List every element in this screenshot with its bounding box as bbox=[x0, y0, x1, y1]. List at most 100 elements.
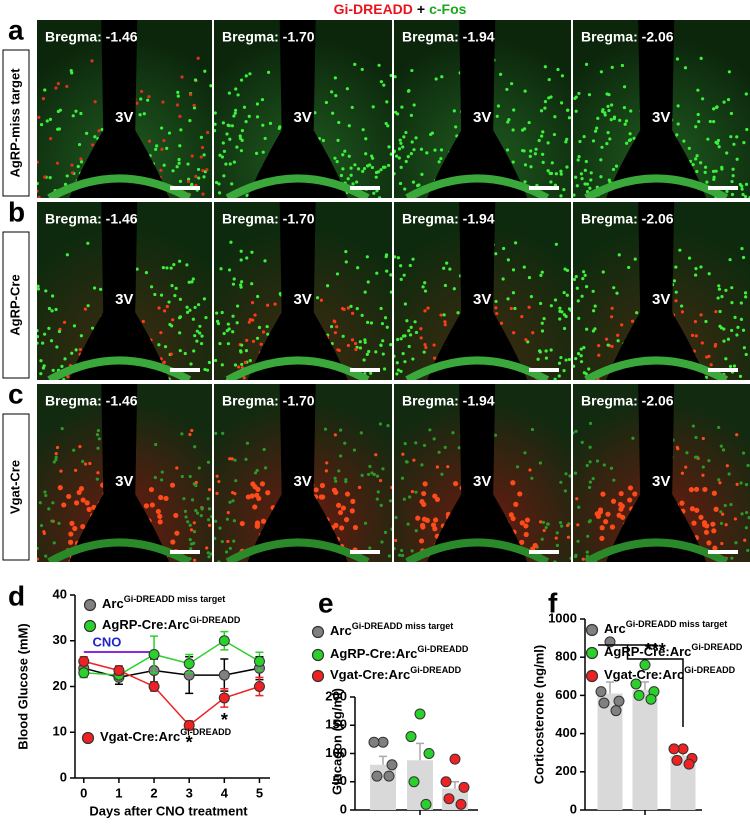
cell bbox=[226, 342, 231, 346]
cell bbox=[93, 135, 97, 139]
data-point bbox=[598, 697, 610, 709]
cell bbox=[735, 157, 739, 161]
cell bbox=[37, 189, 39, 193]
cell bbox=[557, 374, 561, 378]
cell bbox=[48, 176, 52, 180]
cell bbox=[337, 120, 341, 125]
cell bbox=[402, 135, 406, 139]
cell bbox=[239, 258, 243, 262]
y-tick-label: 600 bbox=[555, 687, 577, 702]
cell bbox=[319, 298, 324, 302]
cell bbox=[742, 346, 746, 350]
cell bbox=[157, 306, 161, 310]
cell bbox=[158, 494, 164, 501]
cell bbox=[361, 128, 365, 132]
cell bbox=[171, 169, 175, 173]
cell bbox=[167, 300, 171, 304]
row-label-box bbox=[2, 49, 30, 197]
cell bbox=[76, 489, 82, 496]
cell bbox=[37, 284, 40, 288]
cell bbox=[52, 460, 56, 464]
median-eminence bbox=[584, 356, 729, 380]
scale-bar bbox=[708, 186, 738, 190]
cell bbox=[607, 108, 611, 113]
cell bbox=[375, 497, 379, 501]
cell bbox=[61, 502, 67, 508]
cell bbox=[224, 162, 228, 166]
cell bbox=[676, 104, 680, 108]
cell bbox=[41, 341, 45, 345]
cell bbox=[233, 363, 238, 367]
cell bbox=[191, 277, 195, 281]
cell bbox=[386, 124, 390, 128]
cell bbox=[160, 478, 164, 482]
cell bbox=[323, 427, 328, 431]
cell bbox=[196, 167, 201, 172]
cell bbox=[37, 329, 39, 333]
cell bbox=[79, 157, 83, 161]
header: Gi-DREADD + c-Fos bbox=[334, 1, 467, 17]
ventricle bbox=[606, 202, 707, 380]
cell bbox=[266, 303, 270, 307]
cell bbox=[39, 372, 43, 376]
cell bbox=[435, 465, 439, 469]
cell bbox=[66, 375, 70, 379]
cell bbox=[41, 97, 46, 101]
cell bbox=[325, 461, 329, 465]
cell bbox=[719, 444, 723, 448]
cell bbox=[739, 317, 744, 321]
cell bbox=[186, 162, 190, 166]
cell bbox=[141, 319, 145, 324]
cell bbox=[319, 482, 326, 489]
cell bbox=[529, 149, 533, 153]
cell bbox=[725, 464, 729, 468]
cell bbox=[97, 129, 101, 133]
legend-name: Vgat-Cre:Arc bbox=[604, 667, 684, 682]
cell bbox=[51, 294, 55, 298]
cell bbox=[340, 505, 347, 511]
cell bbox=[616, 339, 620, 343]
cell bbox=[720, 167, 724, 171]
cell bbox=[349, 508, 355, 514]
cell bbox=[234, 87, 238, 91]
cell bbox=[185, 263, 189, 267]
cell bbox=[178, 144, 182, 148]
cell bbox=[744, 526, 748, 530]
cell bbox=[401, 352, 405, 356]
cell bbox=[147, 139, 152, 143]
cell bbox=[381, 467, 385, 471]
cell bbox=[620, 63, 624, 68]
data-point bbox=[414, 708, 426, 720]
cell bbox=[585, 550, 589, 554]
cell bbox=[389, 273, 392, 277]
cell bbox=[157, 519, 163, 525]
cell bbox=[362, 166, 367, 171]
cell bbox=[696, 112, 700, 117]
cell bbox=[147, 94, 151, 99]
cell bbox=[443, 283, 448, 288]
cell bbox=[587, 367, 591, 371]
cell bbox=[209, 552, 212, 556]
cell bbox=[706, 137, 710, 141]
cell bbox=[595, 126, 599, 130]
cell bbox=[442, 313, 446, 317]
cell bbox=[688, 487, 695, 493]
cell bbox=[565, 137, 569, 141]
cell bbox=[717, 478, 721, 482]
cell bbox=[694, 435, 698, 440]
cell bbox=[163, 345, 168, 349]
cell bbox=[200, 145, 205, 150]
ventricle-label: 3V bbox=[652, 473, 670, 490]
cell bbox=[214, 358, 218, 363]
cell bbox=[605, 142, 609, 146]
cell bbox=[180, 75, 184, 79]
cell bbox=[581, 277, 585, 281]
cell bbox=[68, 531, 74, 537]
cell bbox=[176, 94, 180, 98]
cell bbox=[599, 525, 605, 531]
cell bbox=[250, 282, 254, 286]
cell bbox=[587, 93, 592, 97]
cell bbox=[618, 490, 624, 497]
ventricle-label: 3V bbox=[293, 473, 311, 490]
cell bbox=[731, 174, 735, 178]
